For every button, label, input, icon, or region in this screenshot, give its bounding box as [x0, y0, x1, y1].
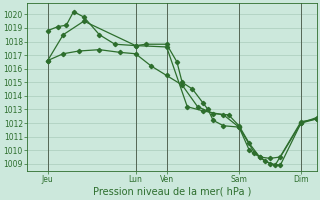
- X-axis label: Pression niveau de la mer( hPa ): Pression niveau de la mer( hPa ): [92, 187, 251, 197]
